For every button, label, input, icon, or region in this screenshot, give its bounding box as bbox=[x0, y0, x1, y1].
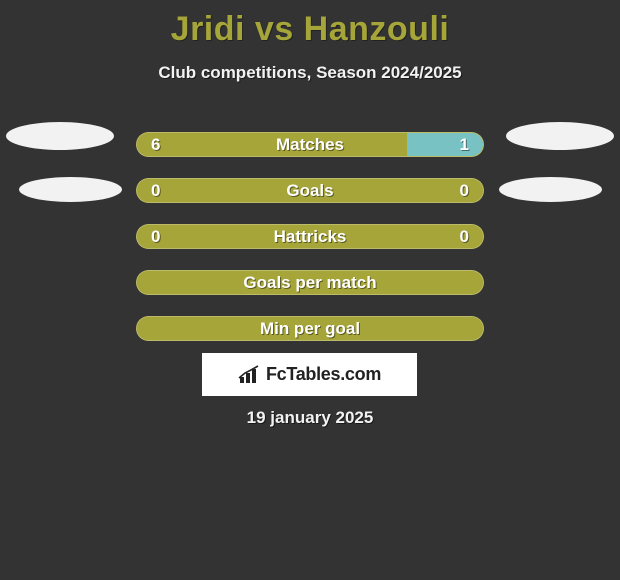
stat-value-right: 0 bbox=[460, 179, 469, 202]
stat-bar: Min per goal bbox=[136, 316, 484, 341]
stat-bar: 6 Matches 1 bbox=[136, 132, 484, 157]
player-ellipse-left-1 bbox=[6, 122, 114, 150]
brand-logo: FcTables.com bbox=[202, 353, 417, 396]
bar-chart-icon bbox=[238, 365, 262, 385]
brand-logo-text: FcTables.com bbox=[266, 364, 381, 385]
stat-row-hattricks: 0 Hattricks 0 bbox=[0, 213, 620, 259]
stat-label: Hattricks bbox=[137, 225, 483, 248]
page-subtitle: Club competitions, Season 2024/2025 bbox=[0, 63, 620, 83]
stat-label: Goals bbox=[137, 179, 483, 202]
stat-bar: 0 Goals 0 bbox=[136, 178, 484, 203]
stat-value-right: 0 bbox=[460, 225, 469, 248]
stat-rows: 6 Matches 1 0 Goals 0 0 Hattricks 0 bbox=[0, 121, 620, 351]
player-ellipse-right-1 bbox=[506, 122, 614, 150]
stat-row-goals-per-match: Goals per match bbox=[0, 259, 620, 305]
stat-label: Goals per match bbox=[137, 271, 483, 294]
stat-bar: 0 Hattricks 0 bbox=[136, 224, 484, 249]
player-ellipse-left-2 bbox=[19, 177, 122, 202]
stat-label: Matches bbox=[137, 133, 483, 156]
stat-value-right: 1 bbox=[460, 133, 469, 156]
stat-label: Min per goal bbox=[137, 317, 483, 340]
stat-bar: Goals per match bbox=[136, 270, 484, 295]
page-title: Jridi vs Hanzouli bbox=[0, 0, 620, 49]
player-ellipse-right-2 bbox=[499, 177, 602, 202]
footer-date: 19 january 2025 bbox=[0, 408, 620, 428]
comparison-infographic: Jridi vs Hanzouli Club competitions, Sea… bbox=[0, 0, 620, 580]
stat-row-min-per-goal: Min per goal bbox=[0, 305, 620, 351]
